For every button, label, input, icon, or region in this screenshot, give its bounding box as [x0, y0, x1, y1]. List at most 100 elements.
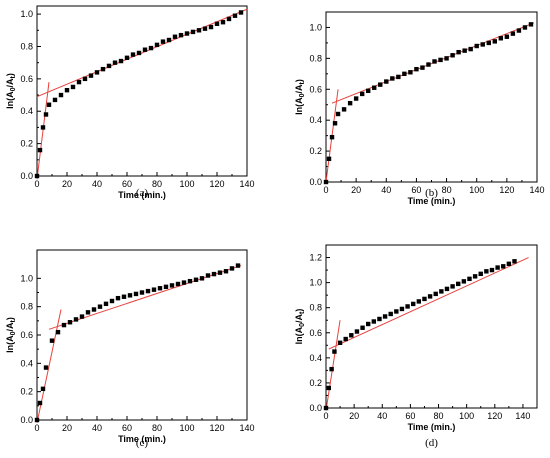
fit-line-1 [325, 320, 341, 411]
panel-label: (c) [136, 437, 149, 449]
data-point [67, 320, 73, 325]
data-point [220, 19, 226, 25]
y-tick-label: 0.8 [309, 53, 322, 63]
x-tick-label: 120 [487, 411, 502, 421]
y-tick-label: 0.6 [20, 74, 33, 84]
chart-panel-a: 0 20 40 60 80 100 120 140 0.0 0.2 0.4 0.6 0.8 1.0 Time… [5, 5, 255, 200]
y-tick-label: 0.4 [20, 358, 33, 368]
x-tick-label: 120 [499, 185, 514, 195]
y-tick-label: 0.0 [309, 403, 322, 413]
data-point [495, 265, 500, 270]
data-point [193, 277, 199, 282]
data-point [226, 16, 232, 22]
panel-label: (b) [425, 187, 438, 199]
data-point [115, 295, 121, 301]
x-tick-label: 80 [152, 179, 162, 189]
data-point [43, 112, 49, 117]
data-point [52, 97, 58, 103]
data-point [382, 314, 388, 319]
plot-frame [325, 244, 538, 409]
data-point [411, 301, 416, 307]
data-point [439, 289, 444, 294]
data-point [474, 43, 479, 49]
data-point [205, 273, 211, 278]
data-point [492, 39, 497, 44]
data-point [148, 45, 154, 51]
data-point [106, 63, 112, 69]
x-tick-label: 0 [34, 179, 39, 189]
x-tick-label: 100 [459, 411, 474, 421]
data-point [118, 58, 124, 64]
data-point [223, 269, 229, 274]
y-tick-label: 0.2 [20, 139, 33, 149]
y-tick-label: 1.0 [20, 273, 33, 283]
data-point [396, 74, 401, 80]
x-tick-label: 60 [405, 411, 415, 421]
data-point [211, 271, 217, 277]
data-point [214, 21, 220, 27]
data-point [136, 50, 142, 56]
data-point [510, 31, 516, 36]
x-tick-label: 40 [92, 423, 102, 433]
data-point [326, 385, 332, 391]
data-point [462, 48, 467, 53]
data-point [208, 24, 214, 30]
data-point [133, 291, 139, 297]
data-point [323, 405, 329, 411]
x-tick-label: 40 [92, 179, 102, 189]
data-point [366, 321, 371, 327]
y-tick-label: 0.8 [20, 302, 33, 312]
fit-line-2 [328, 257, 529, 350]
data-point [34, 173, 40, 179]
x-tick-label: 20 [351, 185, 361, 195]
data-point [40, 386, 46, 392]
x-tick-label: 20 [62, 179, 72, 189]
data-point [154, 42, 160, 48]
data-point [467, 276, 472, 282]
data-point [456, 281, 461, 287]
y-axis-title: ln(A0/At) [5, 317, 17, 353]
data-point [341, 107, 347, 112]
data-point [486, 40, 491, 46]
chart-panel-b: 0 20 40 60 80 100 120 140 0.0 0.2 0.4 0.6 0.8 1.0 Time… [294, 11, 545, 206]
x-tick-label: 80 [152, 423, 162, 433]
data-point [58, 92, 64, 98]
data-point [450, 53, 455, 58]
data-point [103, 301, 109, 307]
data-point [420, 65, 425, 70]
data-point [55, 329, 61, 335]
y-tick-label: 1.2 [309, 253, 322, 263]
data-point [366, 88, 371, 94]
data-point [323, 179, 329, 185]
data-point [88, 73, 94, 78]
data-point [76, 79, 82, 85]
data-point [157, 286, 163, 291]
y-tick-label: 0.2 [20, 387, 33, 397]
data-point [332, 349, 337, 354]
data-point [178, 32, 184, 38]
data-point [394, 309, 399, 314]
data-point [37, 147, 43, 153]
x-tick-label: 140 [239, 179, 254, 189]
data-point [359, 91, 365, 97]
x-tick-label: 0 [323, 411, 328, 421]
data-point [405, 304, 410, 309]
data-point [100, 66, 106, 72]
x-axis-title: Time (min.) [408, 196, 456, 206]
x-tick-label: 80 [434, 411, 444, 421]
data-point [461, 279, 467, 284]
data-point [82, 76, 88, 82]
x-tick-label: 120 [209, 423, 224, 433]
y-tick-label: 0.2 [309, 378, 322, 388]
data-point [40, 125, 46, 130]
x-tick-label: 60 [122, 423, 132, 433]
data-point [130, 52, 136, 57]
data-point [127, 293, 133, 298]
x-axis-title: Time (min.) [118, 190, 166, 200]
data-point [372, 85, 377, 90]
data-point [184, 31, 190, 36]
data-point [360, 325, 365, 330]
data-point [456, 49, 461, 55]
x-tick-label: 140 [529, 185, 544, 195]
